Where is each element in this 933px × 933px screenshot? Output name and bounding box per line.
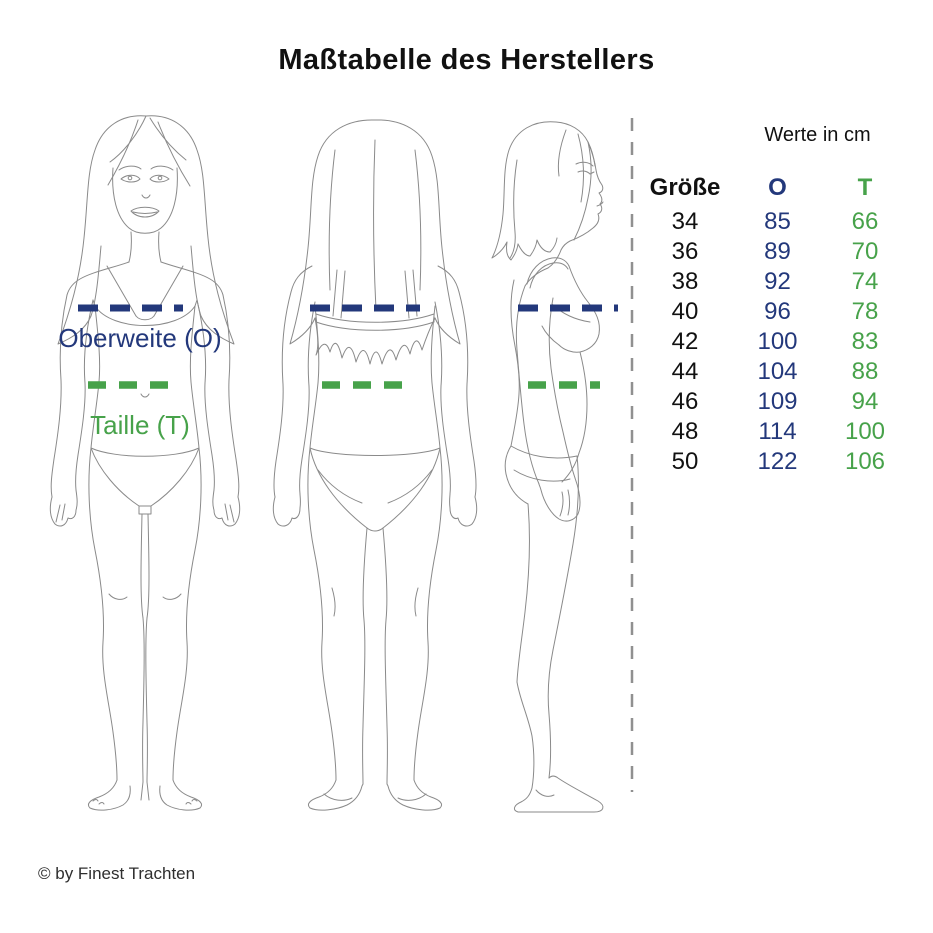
figure-side-view	[491, 121, 604, 813]
waist-cell: 70	[851, 238, 879, 265]
bust-cell: 96	[764, 298, 791, 325]
page-title: Maßtabelle des Herstellers	[278, 44, 655, 76]
size-column-header: Größe	[649, 174, 721, 201]
table-row: 42 100 83	[640, 327, 910, 357]
table-row: 48 114 100	[640, 417, 910, 447]
table-body: 34 85 66 36 89 70 38 92 74 40 96 78 42 1	[640, 207, 910, 477]
copyright-notice: © by Finest Trachten	[38, 864, 196, 883]
unit-note: Werte in cm	[764, 124, 871, 146]
waist-cell: 78	[851, 298, 879, 325]
bust-cell: 100	[757, 328, 798, 355]
size-cell: 34	[671, 208, 699, 235]
waist-cell: 74	[851, 268, 879, 295]
waist-cell: 106	[844, 448, 886, 475]
table-row: 40 96 78	[640, 297, 910, 327]
size-cell: 42	[671, 328, 699, 355]
size-cell: 48	[671, 418, 699, 445]
table-row: 38 92 74	[640, 267, 910, 297]
waist-label: Taille (T)	[90, 410, 190, 440]
size-cell: 40	[671, 298, 699, 325]
bust-column-header: O	[768, 174, 787, 201]
bust-cell: 89	[764, 238, 791, 265]
size-cell: 44	[671, 358, 699, 385]
bust-cell: 85	[764, 208, 791, 235]
size-cell: 46	[671, 388, 699, 415]
bust-cell: 109	[757, 388, 798, 415]
waist-cell: 94	[851, 388, 879, 415]
bust-label: Oberweite (O)	[58, 323, 222, 353]
waist-cell: 66	[851, 208, 879, 235]
figure-back-view	[272, 119, 478, 811]
bust-cell: 122	[757, 448, 798, 475]
size-cell: 38	[671, 268, 699, 295]
size-table: Werte in cm Größe O T 34 85 66 36 89 70 …	[640, 124, 910, 477]
table-row: 44 104 88	[640, 357, 910, 387]
bust-cell: 114	[758, 418, 797, 445]
table-row: 34 85 66	[640, 207, 910, 237]
waist-cell: 100	[844, 418, 886, 445]
table-header-row: Größe O T	[640, 172, 910, 204]
figure-front-view	[49, 115, 241, 811]
table-row: 50 122 106	[640, 447, 910, 477]
bust-cell: 92	[764, 268, 791, 295]
table-row: 36 89 70	[640, 237, 910, 267]
waist-column-header: T	[857, 174, 873, 201]
waist-cell: 88	[851, 358, 879, 385]
table-row: 46 109 94	[640, 387, 910, 417]
size-cell: 50	[671, 448, 699, 475]
waist-cell: 83	[851, 328, 879, 355]
size-cell: 36	[671, 238, 699, 265]
bust-cell: 104	[757, 358, 798, 385]
